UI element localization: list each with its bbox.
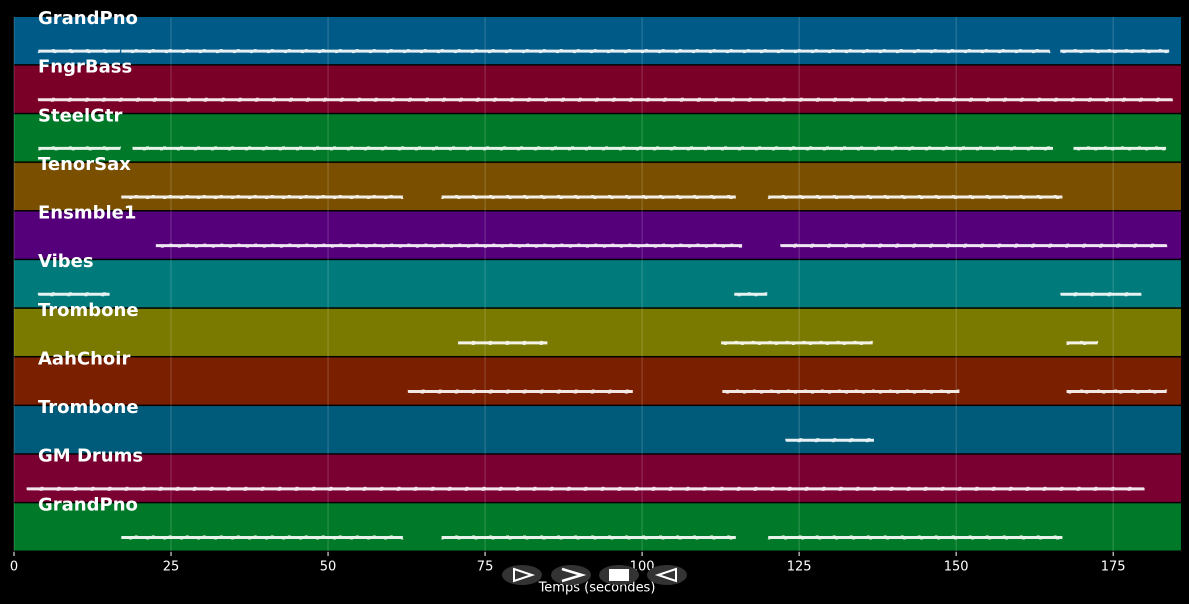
note-span — [120, 534, 404, 540]
track-label: Ensmble1 — [38, 203, 136, 224]
track-label: GM Drums — [38, 446, 143, 467]
note-span — [440, 534, 737, 540]
stop-button[interactable] — [599, 565, 639, 585]
play-button[interactable] — [502, 565, 542, 585]
track-lane — [14, 114, 1181, 162]
note-span — [720, 340, 874, 346]
track-label: GrandPno — [38, 8, 138, 29]
track-label: Trombone — [38, 300, 139, 321]
x-tick-label: 75 — [477, 560, 494, 575]
track-lane — [14, 17, 1181, 65]
lanes — [14, 17, 1181, 551]
forward-button[interactable] — [551, 565, 591, 585]
track-label: Trombone — [38, 397, 139, 418]
note-span — [37, 145, 122, 151]
note-span — [1059, 291, 1142, 297]
note-span — [37, 48, 121, 54]
x-tick-label: 0 — [10, 560, 18, 575]
back-button[interactable] — [647, 565, 687, 585]
note-span — [767, 534, 1064, 540]
note-span — [120, 194, 404, 200]
note-span — [779, 243, 1168, 249]
x-tick-label: 175 — [1101, 560, 1126, 575]
x-tick-label: 150 — [944, 560, 969, 575]
note-span — [37, 97, 1174, 103]
x-tick-label: 25 — [163, 560, 180, 575]
track-label: GrandPno — [38, 494, 138, 515]
note-span — [154, 243, 744, 249]
note-span — [1072, 145, 1168, 151]
note-span — [1065, 389, 1168, 395]
x-tick-label: 125 — [787, 560, 812, 575]
x-tick-label: 50 — [320, 560, 337, 575]
note-span — [733, 291, 769, 297]
note-span — [767, 194, 1064, 200]
track-label: TenorSax — [38, 154, 131, 175]
note-span — [131, 145, 1054, 151]
note-span — [120, 48, 1051, 54]
controls — [502, 565, 687, 585]
track-lane — [14, 65, 1181, 113]
track-lane — [14, 503, 1181, 551]
x-axis-label: Temps (secondes) — [538, 581, 656, 596]
track-label: SteelGtr — [38, 105, 123, 126]
note-span — [1065, 340, 1099, 346]
note-span — [1059, 48, 1171, 54]
grid — [13, 17, 1114, 552]
note-span — [37, 291, 111, 297]
track-lane — [14, 211, 1181, 259]
note-span — [784, 437, 875, 443]
track-label: AahChoir — [38, 348, 130, 369]
track-label: Vibes — [38, 251, 94, 272]
note-span — [26, 486, 1146, 492]
note-span — [457, 340, 549, 346]
track-lane — [14, 260, 1181, 308]
note-span — [721, 389, 961, 395]
track-lane — [14, 162, 1181, 211]
track-lane — [14, 454, 1181, 502]
track-lane — [14, 308, 1181, 356]
track-lane — [14, 406, 1181, 454]
track-label: FngrBass — [38, 57, 132, 78]
note-span — [407, 389, 634, 395]
note-span — [440, 194, 737, 200]
track-lane — [14, 357, 1181, 405]
